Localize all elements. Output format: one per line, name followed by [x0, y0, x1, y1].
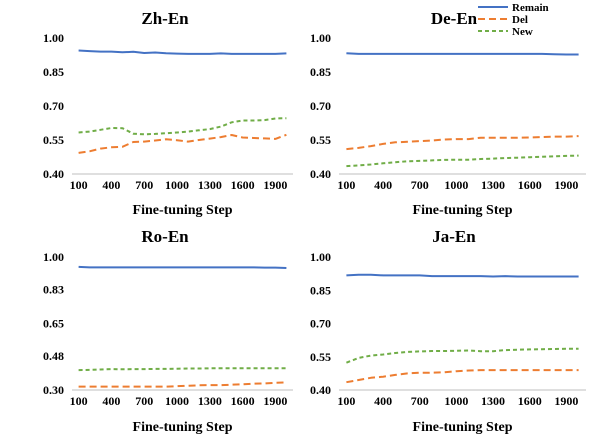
series-line-new: [346, 154, 579, 168]
x-tick-label: 400: [102, 178, 120, 192]
x-tick-label: 1600: [231, 394, 255, 408]
x-axis-label: Fine-tuning Step: [133, 203, 233, 218]
series-line-del: [78, 381, 287, 388]
y-tick-label: 1.00: [310, 250, 331, 264]
x-tick-label: 1000: [444, 394, 468, 408]
y-tick-label: 0.55: [310, 350, 331, 364]
x-tick-label: 400: [102, 394, 120, 408]
y-tick-label: 0.30: [43, 383, 64, 397]
x-tick-label: 1000: [165, 178, 189, 192]
x-tick-label: 700: [411, 394, 429, 408]
x-tick-label: 400: [374, 178, 392, 192]
y-tick-label: 0.65: [43, 317, 64, 331]
series-line-remain: [78, 49, 287, 55]
subplot-ja-en: Ja-En 1.00 0.85 0.70 0.55 0.40 100 400 700 1000 13…: [310, 227, 586, 435]
x-tick-label: 700: [135, 178, 153, 192]
subplot-title: Zh-En: [141, 9, 189, 28]
x-tick-label: 700: [411, 178, 429, 192]
y-tick-label: 1.00: [43, 250, 64, 264]
legend-label-new: New: [512, 26, 533, 38]
x-tick-label: 100: [70, 178, 88, 192]
y-tick-label: 0.70: [310, 99, 331, 113]
y-tick-label: 1.00: [43, 31, 64, 45]
subplot-de-en: De-En 1.00 0.85 0.70 0.55 0.40 100 400 700 1000 13…: [310, 9, 586, 218]
y-tick-label: 0.40: [310, 167, 331, 181]
series-line-remain: [346, 52, 579, 56]
x-tick-label: 400: [374, 394, 392, 408]
y-tick-label: 0.85: [310, 65, 331, 79]
series-line-remain: [78, 265, 287, 269]
x-tick-label: 1300: [198, 178, 222, 192]
series-line-new: [78, 117, 287, 136]
series-line-del: [78, 133, 287, 154]
y-tick-label: 0.85: [310, 283, 331, 297]
x-tick-label: 1900: [554, 394, 578, 408]
series-line-del: [346, 369, 579, 384]
x-tick-label: 1300: [481, 394, 505, 408]
x-tick-label: 1600: [231, 178, 255, 192]
subplot-title: De-En: [431, 9, 478, 28]
x-tick-label: 100: [337, 178, 355, 192]
x-tick-label: 1000: [165, 394, 189, 408]
y-tick-label: 0.40: [310, 383, 331, 397]
series-line-remain: [346, 273, 579, 278]
x-tick-label: 1300: [481, 178, 505, 192]
x-tick-label: 1300: [198, 394, 222, 408]
y-tick-label: 0.40: [43, 167, 64, 181]
series-line-new: [78, 367, 287, 372]
subplot-title: Ro-En: [141, 227, 189, 246]
series-line-new: [346, 347, 579, 364]
x-tick-label: 100: [70, 394, 88, 408]
x-tick-label: 1000: [444, 178, 468, 192]
y-tick-label: 0.55: [310, 133, 331, 147]
subplot-zh-en: Zh-En 1.00 0.85 0.70 0.55 0.40 100 400 700 1000 13…: [43, 9, 293, 218]
subplot-ro-en: Ro-En 1.00 0.83 0.65 0.48 0.30 100 400 700 1000 13…: [43, 227, 293, 435]
x-tick-label: 1900: [554, 178, 578, 192]
x-tick-label: 100: [337, 394, 355, 408]
series-line-del: [346, 135, 579, 151]
x-tick-label: 700: [135, 394, 153, 408]
y-tick-label: 0.55: [43, 133, 64, 147]
x-axis-label: Fine-tuning Step: [413, 420, 513, 435]
subplot-title: Ja-En: [432, 227, 476, 246]
y-tick-label: 1.00: [310, 31, 331, 45]
x-axis-label: Fine-tuning Step: [413, 203, 513, 218]
x-tick-label: 1600: [518, 178, 542, 192]
y-tick-label: 0.70: [43, 99, 64, 113]
y-tick-label: 0.85: [43, 65, 64, 79]
legend-label-remain: Remain: [512, 2, 549, 14]
y-tick-label: 0.83: [43, 282, 64, 296]
legend-label-del: Del: [512, 14, 528, 26]
x-tick-label: 1600: [518, 394, 542, 408]
x-tick-label: 1900: [263, 178, 287, 192]
y-tick-label: 0.48: [43, 349, 64, 363]
x-axis-label: Fine-tuning Step: [133, 420, 233, 435]
y-tick-label: 0.70: [310, 317, 331, 331]
x-tick-label: 1900: [263, 394, 287, 408]
